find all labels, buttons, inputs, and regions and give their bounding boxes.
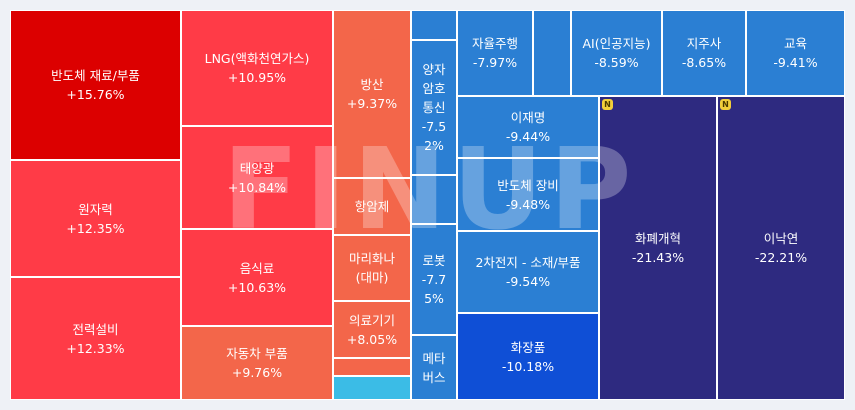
tile-change-value: -9.54%	[505, 274, 551, 289]
treemap-tile[interactable]	[333, 376, 411, 400]
tile-change-value: +9.76%	[231, 365, 283, 380]
treemap-tile[interactable]: 반도체 장비 -9.48%	[457, 158, 599, 231]
tile-change-value: +8.05%	[346, 331, 398, 347]
tile-change-value: -8.59%	[594, 55, 639, 70]
treemap-tile[interactable]	[411, 10, 457, 40]
tile-label: 지주사	[686, 36, 722, 51]
tile-change-value: +10.95%	[227, 70, 287, 85]
tile-label: 태양광	[239, 160, 275, 176]
treemap-tile[interactable]: 항암제	[333, 178, 411, 235]
tile-change-value: +15.76%	[66, 87, 125, 102]
tile-label: 자율주행	[471, 36, 518, 51]
tile-label: AI(인공지능)	[582, 36, 651, 51]
treemap-tile[interactable]: N 이낙연 -22.21%	[717, 96, 845, 400]
tile-label: 항암제	[354, 199, 390, 214]
treemap-tile[interactable]: 원자력 +12.35%	[10, 160, 181, 277]
tile-label: 이낙연	[763, 231, 799, 246]
tile-change-value: +12.33%	[66, 340, 125, 356]
treemap-tile[interactable]: 로봇 -7.7 5%	[411, 224, 457, 335]
treemap-tile[interactable]: 지주사 -8.65%	[662, 10, 746, 96]
tile-label: 의료기기	[348, 312, 395, 328]
tile-label: 마리화나 (대마)	[348, 251, 395, 285]
tile-label: 이재명	[510, 110, 546, 125]
tile-change-value: +9.37%	[346, 96, 398, 111]
tile-label: 화폐개혁	[634, 231, 681, 246]
tile-change-value: +10.63%	[227, 279, 287, 295]
treemap-tile[interactable]	[333, 358, 411, 376]
tile-label: 메타 버스	[422, 350, 446, 385]
treemap-tile[interactable]: 태양광 +10.84%	[181, 126, 333, 229]
tile-label: 반도체 재료/부품	[51, 68, 140, 83]
treemap-tile[interactable]: 양자 암호 통신 -7.5 2%	[411, 40, 457, 175]
treemap-tile[interactable]: N 화폐개혁 -21.43%	[599, 96, 717, 400]
treemap-tile[interactable]: 자동차 부품 +9.76%	[181, 326, 333, 400]
tile-change-value: -7.97%	[472, 55, 518, 70]
tile-label: 로봇	[422, 253, 446, 268]
treemap-tile[interactable]: 의료기기 +8.05%	[333, 301, 411, 358]
tile-change-value: -8.65%	[681, 55, 727, 70]
treemap-tile[interactable]: LNG(액화천연가스) +10.95%	[181, 10, 333, 126]
tile-label: 음식료	[239, 260, 275, 276]
treemap-tile[interactable]: 이재명 -9.44%	[457, 96, 599, 158]
tile-change-value: -7.7 5%	[421, 272, 447, 306]
tile-label: 원자력	[78, 201, 113, 217]
treemap-tile[interactable]: 반도체 재료/부품 +15.76%	[10, 10, 181, 160]
treemap-tile[interactable]	[411, 175, 457, 224]
treemap-tile[interactable]: 화장품 -10.18%	[457, 313, 599, 400]
treemap-tile[interactable]: 메타 버스	[411, 335, 457, 400]
news-badge-icon: N	[720, 99, 731, 110]
tile-change-value: -9.48%	[505, 196, 551, 212]
treemap-tile[interactable]: 교육 -9.41%	[746, 10, 845, 96]
tile-change-value: -22.21%	[754, 250, 808, 265]
treemap-tile[interactable]: 2차전지 - 소재/부품 -9.54%	[457, 231, 599, 313]
tile-change-value: +12.35%	[66, 220, 125, 236]
tile-label: 화장품	[510, 339, 546, 355]
tile-label: 전력설비	[72, 321, 119, 337]
treemap-tile[interactable]: 음식료 +10.63%	[181, 229, 333, 326]
tile-change-value: -10.18%	[501, 358, 555, 374]
tile-change-value: -21.43%	[631, 250, 685, 265]
tile-label: 교육	[783, 36, 807, 51]
tile-label: 반도체 장비	[497, 177, 559, 193]
treemap-tile[interactable]: 마리화나 (대마)	[333, 235, 411, 301]
treemap-tile[interactable]	[533, 10, 571, 96]
tile-label: 2차전지 - 소재/부품	[475, 255, 581, 270]
tile-change-value: -9.44%	[505, 129, 551, 144]
tile-label: 자동차 부품	[226, 346, 288, 361]
news-badge-icon: N	[602, 99, 613, 110]
treemap-tile[interactable]: 전력설비 +12.33%	[10, 277, 181, 400]
treemap-tile[interactable]: AI(인공지능) -8.59%	[571, 10, 662, 96]
tile-label: LNG(액화천연가스)	[204, 51, 310, 66]
tile-label: 방산	[360, 77, 384, 92]
tile-change-value: -7.5 2%	[421, 119, 447, 153]
tile-label: 양자 암호 통신	[422, 62, 446, 115]
tile-change-value: -9.41%	[773, 55, 818, 70]
treemap-tile[interactable]: 방산 +9.37%	[333, 10, 411, 178]
tile-change-value: +10.84%	[227, 179, 287, 195]
treemap-tile[interactable]: 자율주행 -7.97%	[457, 10, 533, 96]
